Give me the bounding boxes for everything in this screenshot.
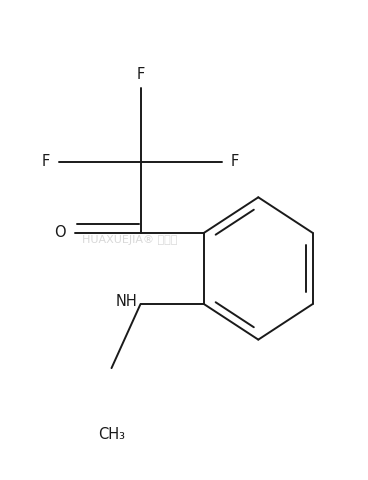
Text: F: F — [231, 154, 239, 169]
Text: O: O — [54, 226, 66, 240]
Text: CH₃: CH₃ — [98, 427, 125, 443]
Text: HUAXUEJIA® 化学加: HUAXUEJIA® 化学加 — [82, 235, 177, 245]
Text: F: F — [42, 154, 50, 169]
Text: NH: NH — [115, 294, 137, 309]
Text: F: F — [137, 68, 145, 83]
